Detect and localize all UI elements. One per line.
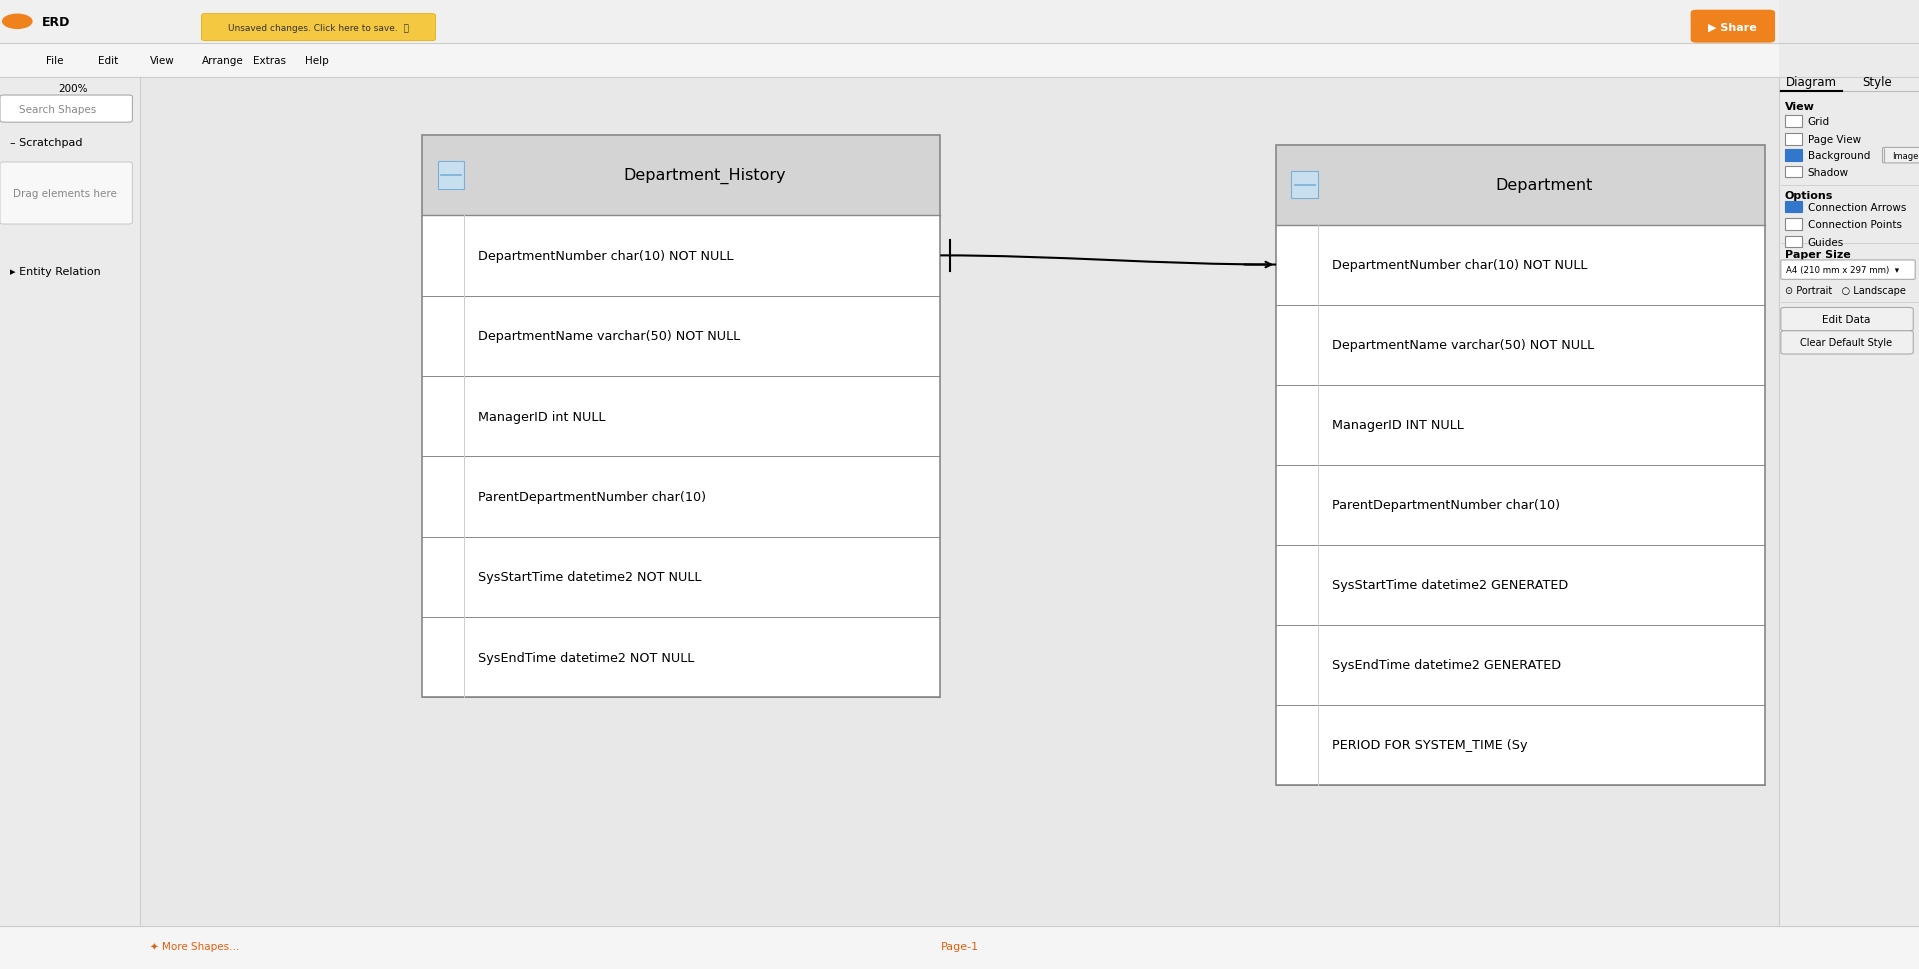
Bar xyxy=(1779,0,1919,969)
Bar xyxy=(422,617,940,698)
Text: Page View: Page View xyxy=(1808,135,1861,144)
Text: Department: Department xyxy=(1495,178,1593,193)
Bar xyxy=(1276,145,1765,785)
FancyBboxPatch shape xyxy=(0,96,132,123)
Text: Diagram: Diagram xyxy=(1787,76,1836,89)
Text: Connection Points: Connection Points xyxy=(1808,220,1902,230)
Text: SysStartTime datetime2 NOT NULL: SysStartTime datetime2 NOT NULL xyxy=(478,571,700,583)
Text: Options: Options xyxy=(1785,191,1833,201)
Text: DepartmentName varchar(50) NOT NULL: DepartmentName varchar(50) NOT NULL xyxy=(478,329,741,343)
Text: Edit: Edit xyxy=(98,55,119,66)
Text: Search Shapes: Search Shapes xyxy=(19,105,96,114)
Bar xyxy=(422,377,940,456)
Text: ✓: ✓ xyxy=(1804,204,1810,210)
Text: – Scratchpad: – Scratchpad xyxy=(10,138,83,147)
Text: Drag elements here: Drag elements here xyxy=(13,189,117,199)
Bar xyxy=(0,0,1919,78)
Text: View: View xyxy=(150,55,175,66)
Text: SysEndTime datetime2 GENERATED: SysEndTime datetime2 GENERATED xyxy=(1332,659,1560,672)
Bar xyxy=(1785,116,1802,128)
Text: Arrange: Arrange xyxy=(201,55,244,66)
Text: ▶ Share: ▶ Share xyxy=(1708,22,1758,32)
Text: DepartmentName varchar(50) NOT NULL: DepartmentName varchar(50) NOT NULL xyxy=(1332,339,1595,352)
Circle shape xyxy=(2,15,33,30)
Bar xyxy=(422,136,940,698)
Bar xyxy=(0,926,1919,969)
Text: Help: Help xyxy=(305,55,328,66)
Bar xyxy=(1276,465,1765,545)
Bar xyxy=(1291,172,1318,199)
Text: Paper Size: Paper Size xyxy=(1785,250,1850,260)
Text: Shadow: Shadow xyxy=(1808,168,1848,177)
Text: ParentDepartmentNumber char(10): ParentDepartmentNumber char(10) xyxy=(1332,499,1560,512)
Bar xyxy=(1276,704,1765,785)
Text: Department_History: Department_History xyxy=(624,168,785,184)
Text: ManagerID INT NULL: ManagerID INT NULL xyxy=(1332,419,1464,431)
Bar xyxy=(1785,167,1802,178)
Text: DepartmentNumber char(10) NOT NULL: DepartmentNumber char(10) NOT NULL xyxy=(1332,259,1587,271)
FancyBboxPatch shape xyxy=(1781,261,1915,280)
Text: Edit Data: Edit Data xyxy=(1821,315,1871,325)
Text: ✦ More Shapes...: ✦ More Shapes... xyxy=(150,941,240,951)
Text: Grid: Grid xyxy=(1808,117,1831,127)
Bar xyxy=(1276,226,1765,305)
Bar xyxy=(1785,202,1802,213)
FancyBboxPatch shape xyxy=(1781,308,1913,331)
FancyBboxPatch shape xyxy=(1781,331,1913,355)
Text: 200%: 200% xyxy=(58,84,88,94)
Text: Page-1: Page-1 xyxy=(940,941,979,951)
Bar xyxy=(0,0,140,969)
Text: Style: Style xyxy=(1861,76,1892,89)
Bar xyxy=(422,297,940,377)
Bar xyxy=(1276,145,1765,225)
Bar xyxy=(1785,134,1802,145)
Text: ▸ Entity Relation: ▸ Entity Relation xyxy=(10,266,100,276)
Text: View: View xyxy=(1785,102,1815,111)
Bar xyxy=(0,0,1919,44)
FancyBboxPatch shape xyxy=(1691,11,1775,44)
Bar xyxy=(1785,150,1802,162)
Text: ManagerID int NULL: ManagerID int NULL xyxy=(478,410,604,423)
Text: ⊙ Portrait   ○ Landscape: ⊙ Portrait ○ Landscape xyxy=(1785,286,1906,296)
Text: File: File xyxy=(46,55,63,66)
Bar xyxy=(1276,545,1765,625)
Text: ParentDepartmentNumber char(10): ParentDepartmentNumber char(10) xyxy=(478,490,706,504)
Text: A4 (210 mm x 297 mm)  ▾: A4 (210 mm x 297 mm) ▾ xyxy=(1787,266,1898,275)
Text: ✓: ✓ xyxy=(1804,153,1810,159)
Text: Guides: Guides xyxy=(1808,237,1844,247)
FancyBboxPatch shape xyxy=(0,163,132,225)
Bar xyxy=(1785,219,1802,231)
Text: PERIOD FOR SYSTEM_TIME (Sy: PERIOD FOR SYSTEM_TIME (Sy xyxy=(1332,738,1528,751)
Text: Image: Image xyxy=(1892,151,1919,161)
Bar xyxy=(1276,305,1765,386)
Text: Clear Default Style: Clear Default Style xyxy=(1800,338,1892,348)
Bar xyxy=(422,537,940,617)
FancyBboxPatch shape xyxy=(201,15,436,42)
Text: Extras: Extras xyxy=(253,55,286,66)
Text: ERD: ERD xyxy=(42,16,71,29)
Text: SysEndTime datetime2 NOT NULL: SysEndTime datetime2 NOT NULL xyxy=(478,651,695,664)
Bar xyxy=(422,456,940,537)
Bar xyxy=(422,136,940,216)
Text: Connection Arrows: Connection Arrows xyxy=(1808,203,1906,212)
Bar xyxy=(422,216,940,297)
Text: Unsaved changes. Click here to save.  💾: Unsaved changes. Click here to save. 💾 xyxy=(228,23,409,33)
Bar xyxy=(1276,386,1765,465)
Text: SysStartTime datetime2 GENERATED: SysStartTime datetime2 GENERATED xyxy=(1332,578,1568,591)
Bar xyxy=(1785,236,1802,248)
Text: DepartmentNumber char(10) NOT NULL: DepartmentNumber char(10) NOT NULL xyxy=(478,250,733,263)
Bar xyxy=(438,162,464,189)
Bar xyxy=(1276,625,1765,704)
FancyBboxPatch shape xyxy=(1883,148,1919,164)
Text: Background: Background xyxy=(1808,151,1871,161)
